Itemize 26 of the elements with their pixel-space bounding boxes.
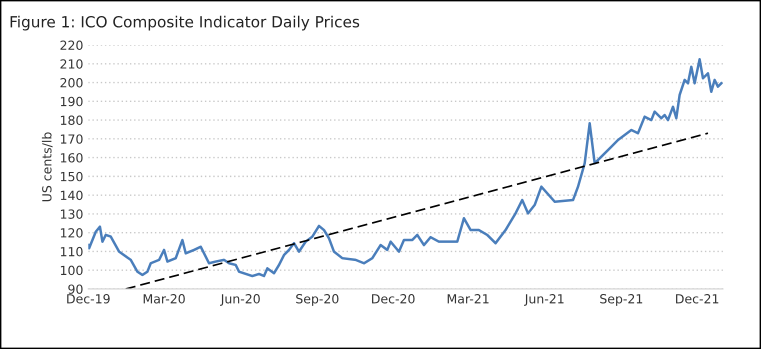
y-tick-label: 210: [60, 59, 83, 69]
y-tick-label: 200: [60, 78, 83, 88]
x-tick-label: Jun-20: [220, 294, 260, 306]
x-tick-label: Jun-21: [524, 294, 564, 306]
y-tick-label: 190: [60, 96, 83, 106]
x-tick-label: Mar-21: [448, 294, 489, 304]
y-tick-label: 130: [60, 209, 83, 219]
x-tick-label: Dec-20: [372, 294, 415, 304]
y-tick-label: 220: [60, 40, 83, 50]
x-tick-label: Mar-20: [144, 294, 185, 304]
x-tick-label: Sep-21: [600, 294, 642, 306]
y-tick-label: 160: [60, 153, 83, 163]
y-tick-label: 150: [60, 172, 83, 182]
y-tick-label: 100: [60, 266, 83, 276]
chart-title: Figure 1: ICO Composite Indicator Daily Prices: [10, 16, 360, 30]
y-tick-label: 90: [68, 284, 83, 294]
x-tick-label: Dec-21: [676, 294, 718, 304]
x-tick-label: Sep-20: [296, 294, 338, 306]
y-tick-label: 170: [60, 134, 83, 144]
y-axis-title: US cents/lb: [42, 132, 53, 202]
y-tick-label: 110: [60, 246, 83, 256]
y-tick-label: 120: [60, 228, 83, 238]
y-tick-label: 180: [60, 116, 83, 126]
line-series: [88, 58, 723, 278]
y-tick-label: 140: [60, 190, 83, 200]
x-tick-label: Dec-19: [67, 294, 110, 304]
